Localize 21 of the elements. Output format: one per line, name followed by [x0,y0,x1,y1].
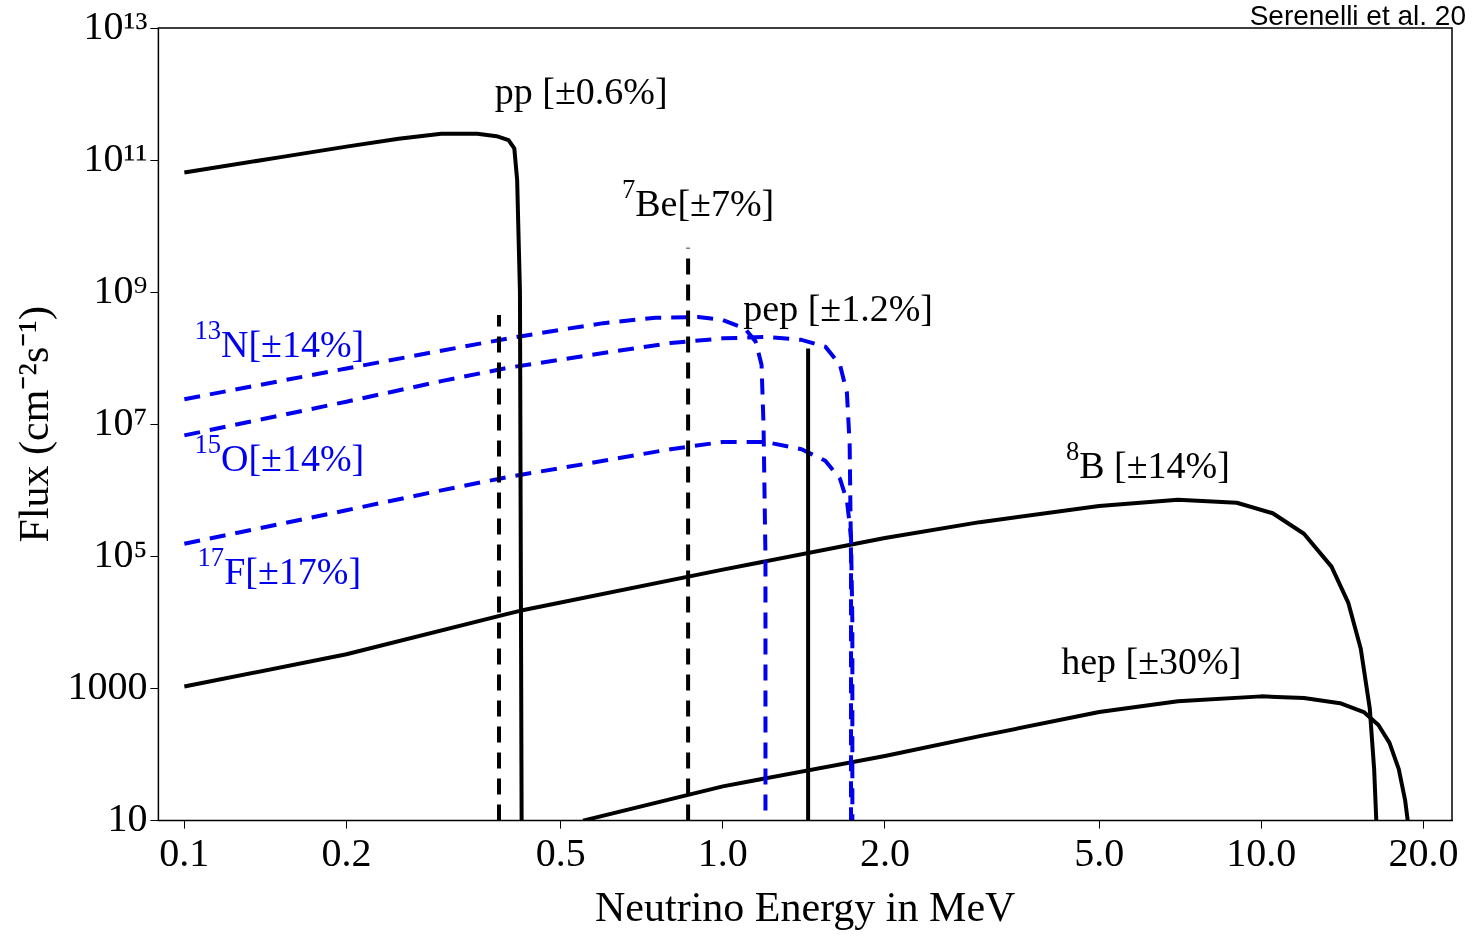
annotation: Serenelli et al. 20 [1249,0,1466,32]
x-tick-label: 2.0 [859,830,910,876]
y-tick-label: 10¹³ [83,2,148,48]
y-tick-label: 10 [107,795,148,841]
x-tick-label: 1.0 [697,830,748,876]
x-axis-title: Neutrino Energy in MeV [595,883,1016,930]
x-tick-label: 5.0 [1074,830,1125,876]
y-tick-label: 10⁹ [93,266,148,312]
series-label: hep [±30%] [1061,640,1242,683]
x-tick-label: 10.0 [1226,830,1297,876]
y-tick-label: 10⁷ [93,398,148,444]
series-label: pp [±0.6%] [494,69,668,112]
y-axis-title: Flux (cm⁻²s⁻¹) [11,306,59,543]
y-tick-label: 10¹¹ [83,134,148,180]
x-tick-label: 0.5 [535,830,586,876]
x-tick-label: 0.1 [159,830,210,876]
x-tick-label: 20.0 [1388,830,1459,876]
series-label: pep [±1.2%] [743,286,933,329]
y-tick-label: 10⁵ [93,530,148,576]
y-tick-label: 1000 [67,663,148,708]
x-tick-label: 0.2 [321,830,372,876]
